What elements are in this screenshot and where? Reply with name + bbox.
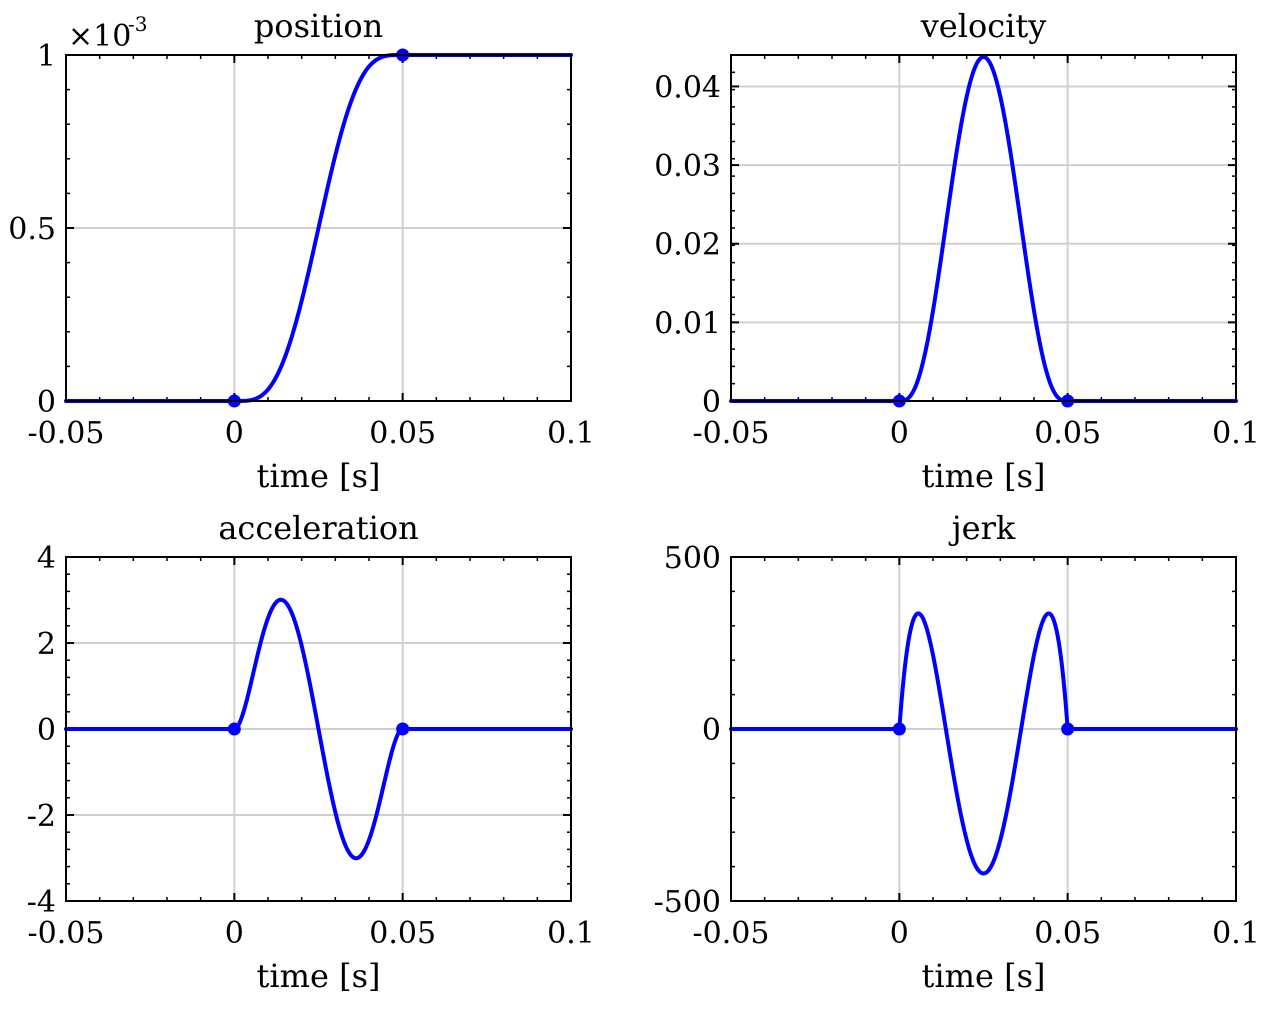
y-tick-label: -500 [654,885,721,920]
plot-frame [65,54,572,402]
y-tick-label: 2 [37,627,56,662]
y-tick-label: 0.04 [654,70,721,105]
y-tick-label: -2 [27,799,56,834]
x-tick-label: 0.1 [1212,416,1260,451]
x-tick-label: 0 [890,916,909,951]
x-tick-label: -0.05 [693,916,770,951]
y-tick-label: 1 [37,39,56,74]
x-axis-label: time [s] [257,457,381,495]
x-tick-label: 0.1 [547,416,595,451]
y-exponent-base: ×10 [68,19,131,54]
series-line-velocity [729,54,1238,403]
chart-title: acceleration [218,509,418,547]
y-tick-label: 0 [37,385,56,420]
y-tick-label: 0 [702,385,721,420]
y-tick-label: 4 [37,541,56,576]
x-tick-label: 0.05 [1034,916,1101,951]
x-axis-label: time [s] [922,457,1046,495]
chart-title: position [254,7,383,45]
x-tick-label: 0.05 [1034,416,1101,451]
y-tick-label: -4 [27,885,56,920]
chart-title: jerk [948,509,1016,547]
x-tick-label: 0.05 [369,916,436,951]
chart-title: velocity [920,7,1047,45]
x-tick-label: -0.05 [28,916,105,951]
y-tick-label: 0 [37,713,56,748]
marker-point [396,722,410,736]
x-axis-label: time [s] [922,957,1046,995]
x-tick-label: 0.1 [1212,916,1260,951]
x-tick-label: 0 [890,416,909,451]
y-tick-label: 0.01 [654,306,721,341]
series-line-acceleration [64,597,573,861]
marker-point [1061,722,1075,736]
y-tick-label: 0.5 [8,212,56,247]
x-tick-label: -0.05 [693,416,770,451]
x-tick-label: 0 [225,916,244,951]
y-tick-label: 0 [702,713,721,748]
plot-frame [730,54,1237,402]
subplot-velocity: -0.05 0 0.05 0.100.010.020.030.04velocityti… [654,7,1260,495]
subplot-acceleration: -0.05 0 0.05 0.1 -4 -2 0 2 4 acceleration time [s] [27,509,595,995]
plot-frame [730,556,1237,902]
y-exponent-power: -3 [128,12,147,36]
x-tick-label: 0.05 [369,416,436,451]
y-tick-label: 0.03 [654,149,721,184]
marker-point [227,722,241,736]
x-tick-label: 0 [225,416,244,451]
y-tick-label: 0.02 [654,228,721,263]
y-tick-label: 500 [664,541,721,576]
subplot-jerk: -0.05 0 0.05 0.1 -500 0 500 jerk time [s] [654,509,1260,995]
x-axis-label: time [s] [257,957,381,995]
plot-frame [65,556,572,902]
x-tick-label: 0.1 [547,916,595,951]
marker-point [892,722,906,736]
x-tick-label: -0.05 [28,416,105,451]
series-line-jerk [729,611,1238,876]
